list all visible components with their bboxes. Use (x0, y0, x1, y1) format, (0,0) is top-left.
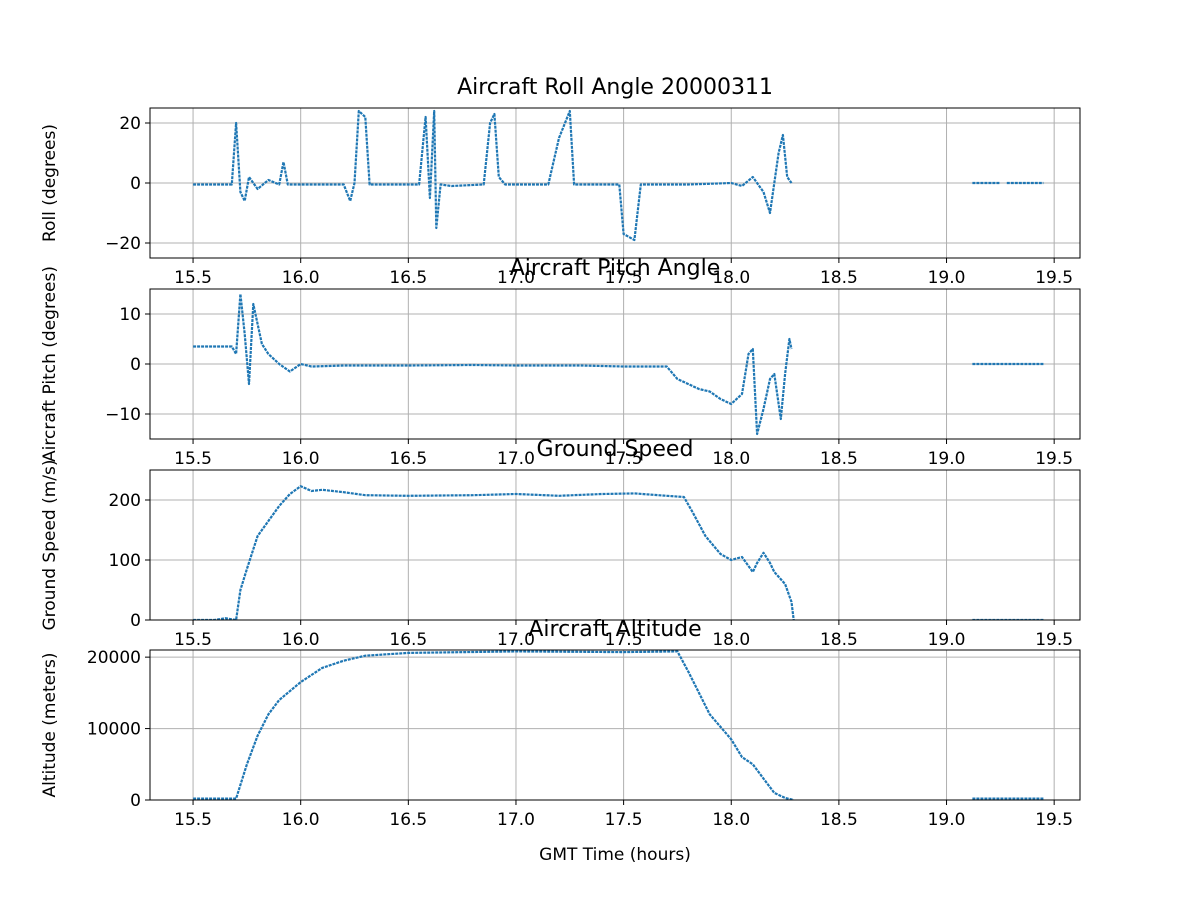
axes-frame (149, 649, 1081, 801)
x-tick-label: 19.0 (928, 449, 966, 469)
y-tick-label: 200 (109, 491, 141, 511)
data-series-1 (193, 292, 793, 436)
axes-frame (149, 107, 1081, 259)
subplot-4: 15.5 16.0 16.5 17.0 17.5 18.0 18.5 19.0 19.5 2000… (40, 617, 1081, 865)
y-tick-label: 0 (130, 791, 141, 811)
x-tick-label: 17.0 (497, 630, 535, 650)
x-tick-label: 19.5 (1035, 268, 1073, 288)
x-tick-label: 16.5 (389, 268, 427, 288)
y-tick-label: 0 (130, 611, 141, 631)
y-tick-label: 0 (130, 355, 141, 375)
x-tick-label: 16.5 (389, 449, 427, 469)
y-tick-label: 0 (130, 174, 141, 194)
x-tick-label: 18.5 (820, 268, 858, 288)
x-tick-label: 15.5 (174, 810, 212, 830)
y-axis-label: Altitude (meters) (40, 652, 60, 797)
x-tick-label: 18.0 (712, 810, 750, 830)
y-axis-label: Ground Speed (m/s) (40, 459, 60, 630)
x-tick-label: 18.5 (820, 449, 858, 469)
y-tick-label: 10000 (87, 720, 141, 740)
x-tick-label: 16.0 (282, 449, 320, 469)
y-tick-label: 20 (119, 114, 141, 134)
x-tick-label: 15.5 (174, 449, 212, 469)
x-tick-label: 16.0 (282, 268, 320, 288)
y-axis-label: Aircraft Pitch (degrees) (40, 266, 60, 462)
subplot-title: Aircraft Pitch Angle (510, 256, 720, 281)
x-tick-label: 17.5 (605, 810, 643, 830)
y-tick-label: −20 (105, 234, 141, 254)
x-tick-label: 17.0 (497, 449, 535, 469)
x-tick-label: 17.5 (605, 449, 643, 469)
subplot-2: 15.5 16.0 16.5 17.0 17.5 18.0 18.5 19.0 19.5 10 0 −… (40, 256, 1081, 469)
x-tick-label: 15.5 (174, 268, 212, 288)
subplot-3: 15.5 16.0 16.5 17.0 17.5 18.0 18.5 19.0 19.5 200 1… (40, 437, 1081, 650)
data-series-1 (193, 109, 793, 242)
x-tick-label: 19.5 (1035, 630, 1073, 650)
x-tick-label: 16.5 (389, 630, 427, 650)
x-tick-label: 18.0 (712, 268, 750, 288)
y-tick-label: −10 (105, 405, 141, 425)
data-series-1 (193, 650, 794, 800)
x-tick-label: 17.0 (497, 810, 535, 830)
x-tick-label: 16.0 (282, 630, 320, 650)
y-tick-label: 20000 (87, 648, 141, 668)
y-tick-label: 10 (119, 305, 141, 325)
x-tick-label: 19.0 (928, 268, 966, 288)
y-tick-label: 100 (109, 551, 141, 571)
x-tick-label: 18.0 (712, 630, 750, 650)
x-axis-label: GMT Time (hours) (539, 845, 691, 865)
data-series-1 (193, 485, 795, 620)
x-tick-label: 16.5 (389, 810, 427, 830)
x-tick-label: 15.5 (174, 630, 212, 650)
subplot-1: 15.5 16.0 16.5 17.0 17.5 18.0 18.5 19.0 19.5 20 0 −… (40, 75, 1081, 288)
x-tick-label: 17.5 (605, 630, 643, 650)
x-tick-label: 17.0 (497, 268, 535, 288)
x-tick-label: 19.5 (1035, 810, 1073, 830)
subplot-title: Aircraft Altitude (528, 617, 701, 642)
x-tick-label: 18.5 (820, 630, 858, 650)
subplot-title: Aircraft Roll Angle 20000311 (457, 75, 773, 100)
x-tick-label: 18.0 (712, 449, 750, 469)
subplot-title: Ground Speed (537, 437, 694, 462)
x-tick-label: 19.0 (928, 630, 966, 650)
x-tick-label: 19.0 (928, 810, 966, 830)
axes-frame (149, 469, 1081, 621)
x-tick-label: 16.0 (282, 810, 320, 830)
x-tick-label: 17.5 (605, 268, 643, 288)
axes-frame (149, 288, 1081, 440)
x-tick-label: 19.5 (1035, 449, 1073, 469)
x-tick-label: 18.5 (820, 810, 858, 830)
y-axis-label: Roll (degrees) (40, 124, 60, 242)
